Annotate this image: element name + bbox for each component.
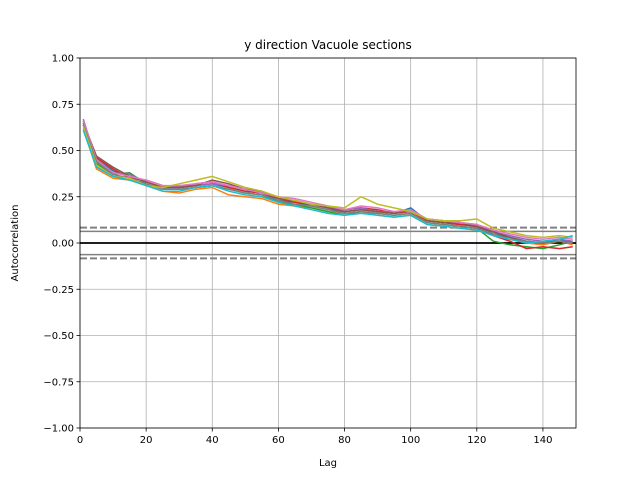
axis-ticks: 0 20 40 60 80 100 120 140 −1.00 −0.75 −0.50 −0.25 0.…	[43, 54, 552, 447]
x-tick-label: 40	[206, 435, 219, 446]
series-line-10	[82, 129, 573, 244]
y-axis-title: Autocorrelation	[10, 205, 21, 282]
x-tick-label: 60	[272, 435, 285, 446]
y-tick-label: −0.75	[43, 377, 74, 388]
series-lines	[82, 118, 573, 250]
x-tick-label: 0	[77, 435, 83, 446]
y-tick-label: −1.00	[43, 424, 74, 435]
y-tick-label: 1.00	[52, 54, 74, 65]
x-tick-label: 20	[140, 435, 153, 446]
y-tick-label: −0.25	[43, 285, 74, 296]
y-tick-label: −0.50	[43, 331, 74, 342]
x-tick-label: 120	[467, 435, 486, 446]
series-line-8	[82, 124, 573, 244]
series-line-9	[82, 126, 573, 239]
x-axis-title: Lag	[319, 458, 337, 469]
y-tick-label: 0.75	[52, 100, 74, 111]
y-tick-label: 0.25	[52, 192, 74, 203]
x-tick-label: 80	[338, 435, 351, 446]
x-tick-label: 100	[401, 435, 420, 446]
x-tick-label: 140	[533, 435, 552, 446]
y-tick-label: 0.00	[52, 239, 74, 250]
y-tick-label: 0.50	[52, 146, 74, 157]
chart-title: y direction Vacuole sections	[244, 38, 412, 52]
